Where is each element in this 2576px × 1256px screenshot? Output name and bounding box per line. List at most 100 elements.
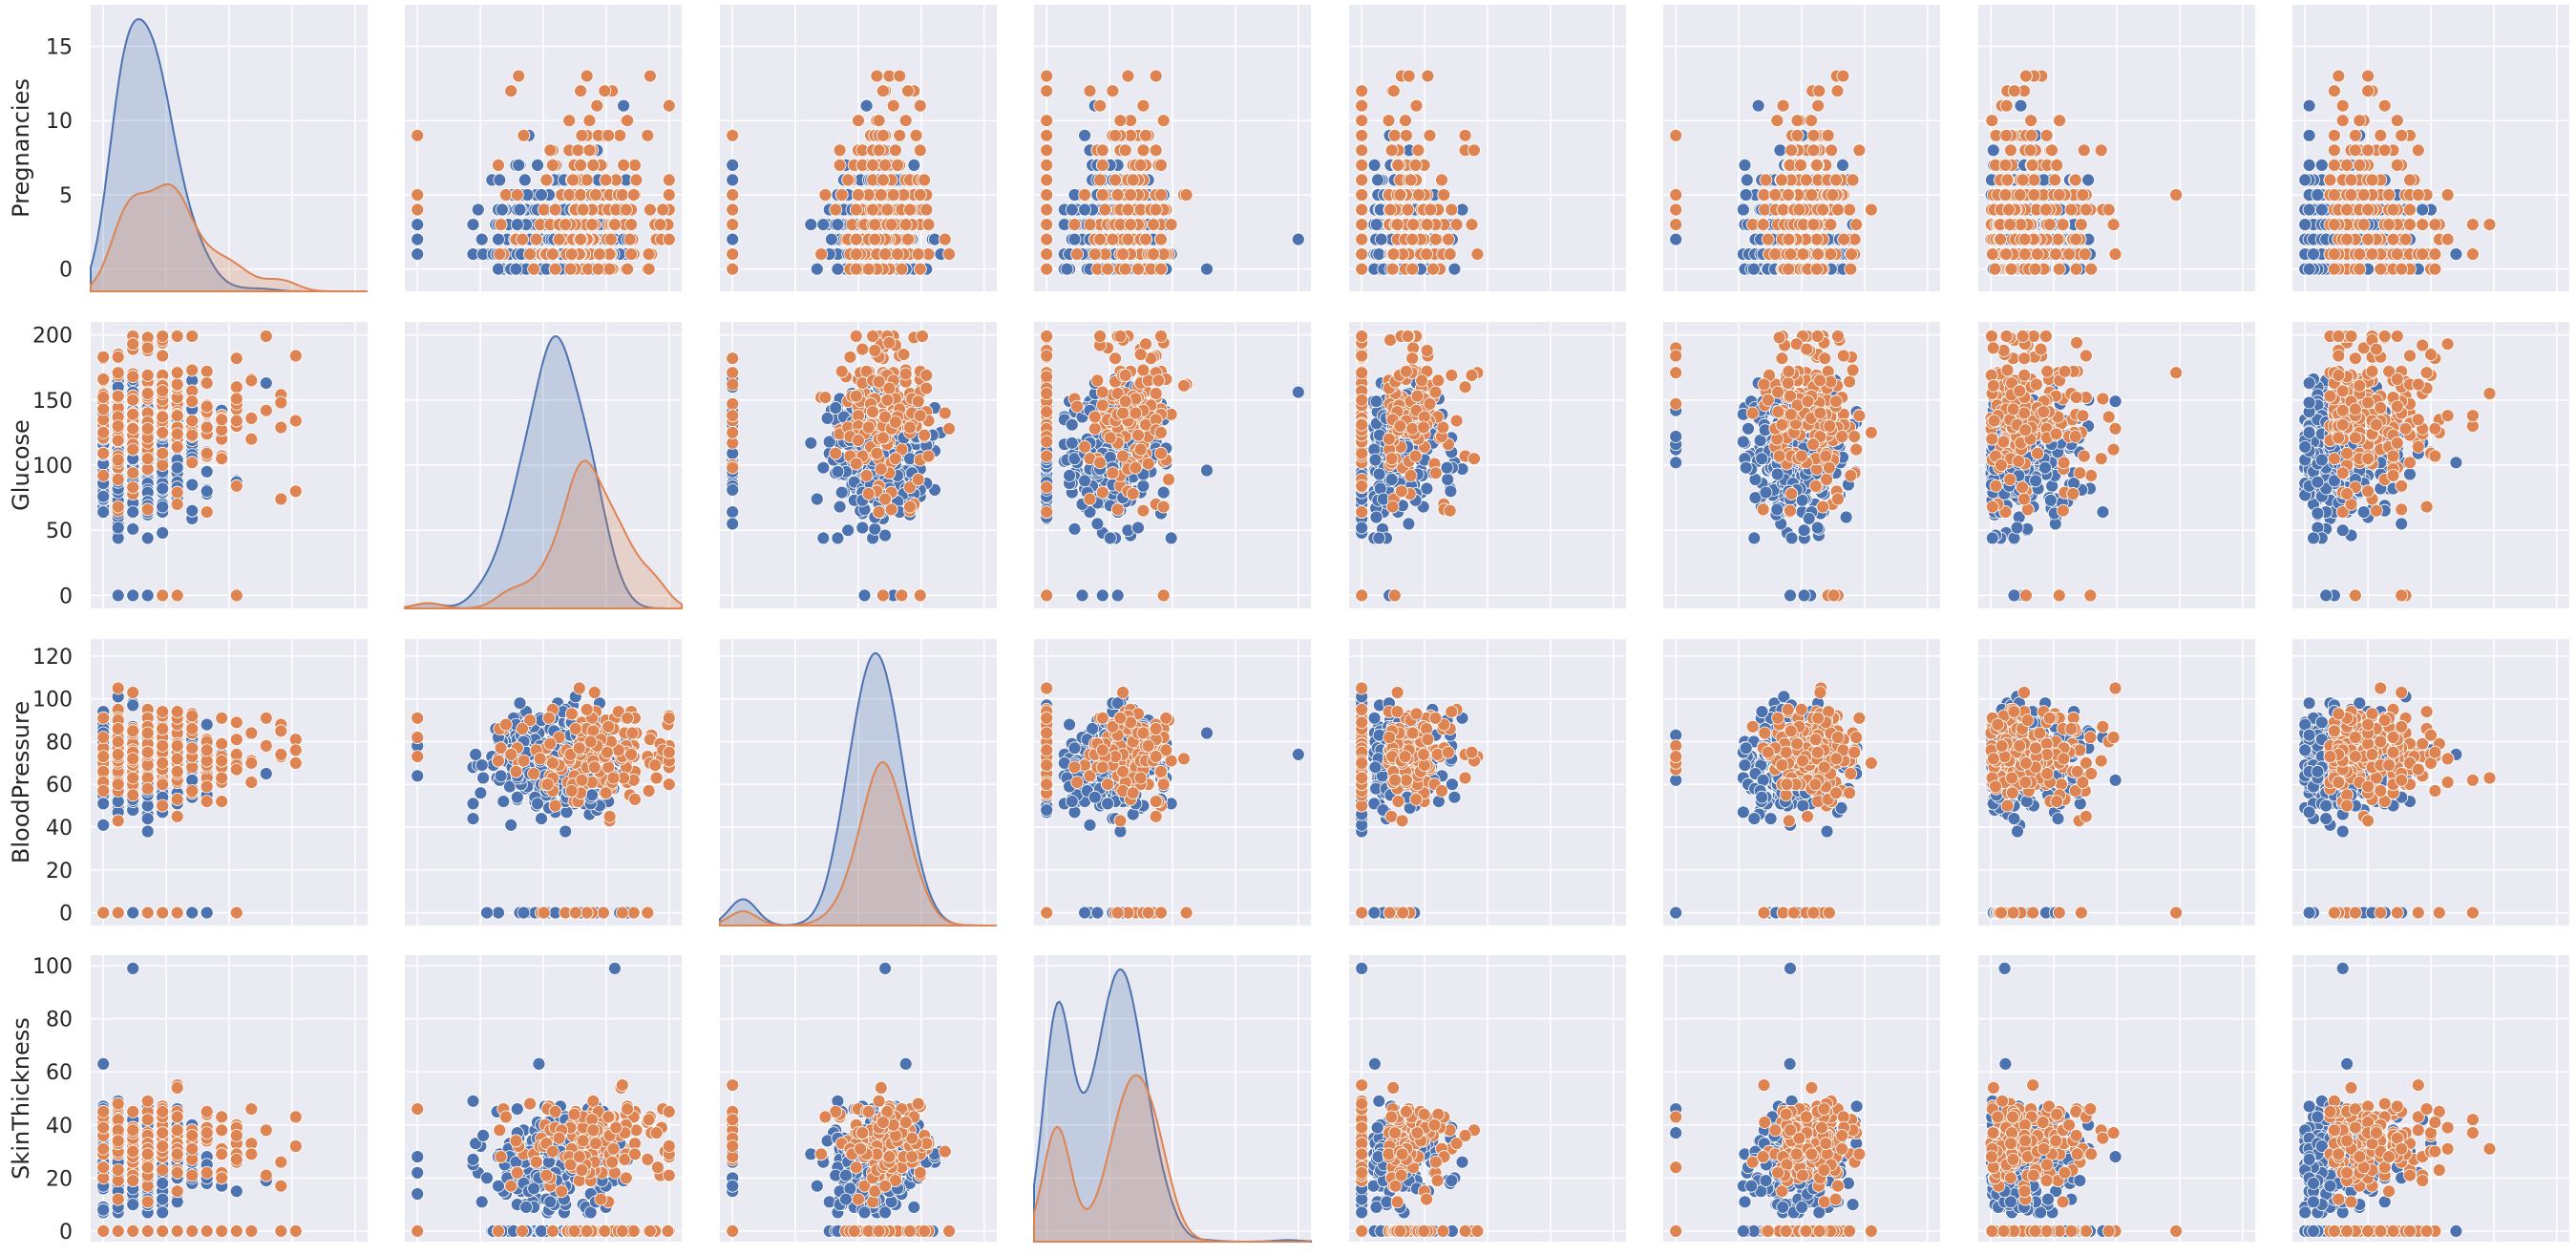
scatter-point bbox=[868, 232, 882, 246]
scatter-point bbox=[1669, 202, 1683, 217]
scatter-point bbox=[2003, 143, 2017, 158]
scatter-point bbox=[1355, 114, 1369, 128]
scatter-point bbox=[876, 84, 890, 98]
scatter-point bbox=[1806, 218, 1821, 232]
scatter-point bbox=[1095, 143, 1109, 158]
scatter-point bbox=[564, 247, 579, 262]
scatter-point bbox=[1836, 69, 1850, 83]
scatter-point bbox=[1154, 158, 1168, 172]
scatter-point bbox=[475, 232, 489, 246]
scatter-point bbox=[849, 262, 863, 276]
panel-0-5 bbox=[1663, 5, 1940, 291]
scatter-point bbox=[891, 247, 904, 262]
scatter-point bbox=[1124, 218, 1137, 232]
scatter-point bbox=[872, 143, 886, 158]
scatter-point bbox=[1040, 232, 1054, 246]
scatter-point bbox=[1149, 69, 1163, 83]
scatter-point bbox=[1784, 143, 1799, 158]
scatter-point bbox=[852, 114, 865, 128]
scatter-point bbox=[494, 218, 508, 232]
scatter-point bbox=[726, 218, 740, 232]
scatter-point bbox=[576, 202, 590, 217]
scatter-point bbox=[1408, 158, 1423, 172]
scatter-point bbox=[1393, 188, 1407, 202]
scatter-point bbox=[2048, 173, 2062, 187]
scatter-point bbox=[1805, 188, 1819, 202]
scatter-point bbox=[1124, 188, 1137, 202]
scatter-point bbox=[1810, 158, 1824, 172]
scatter-point bbox=[1355, 188, 1369, 202]
scatter-point bbox=[509, 262, 523, 276]
scatter-point bbox=[2077, 143, 2091, 158]
scatter-point bbox=[1994, 232, 2008, 246]
scatter-point bbox=[535, 188, 548, 202]
scatter-point bbox=[539, 173, 554, 187]
scatter-point bbox=[642, 247, 656, 262]
scatter-point bbox=[726, 247, 740, 262]
scatter-point bbox=[886, 188, 900, 202]
scatter-point bbox=[1421, 69, 1435, 83]
scatter-point bbox=[893, 69, 907, 83]
scatter-point bbox=[1136, 143, 1151, 158]
scatter-point bbox=[1824, 218, 1838, 232]
scatter-point bbox=[829, 202, 843, 217]
scatter-point bbox=[529, 232, 543, 246]
scatter-point bbox=[1399, 114, 1412, 128]
scatter-point bbox=[1747, 262, 1761, 276]
scatter-point bbox=[1865, 202, 1878, 217]
scatter-point bbox=[907, 158, 921, 172]
scatter-point bbox=[1411, 143, 1425, 158]
scatter-point bbox=[1986, 143, 2000, 158]
scatter-point bbox=[1811, 98, 1825, 113]
scatter-point bbox=[510, 218, 524, 232]
scatter-point bbox=[1156, 114, 1171, 128]
scatter-point bbox=[593, 247, 606, 262]
scatter-point bbox=[626, 188, 641, 202]
scatter-point bbox=[598, 84, 612, 98]
scatter-point bbox=[496, 202, 509, 217]
scatter-point bbox=[1669, 232, 1683, 246]
scatter-point bbox=[1985, 114, 1999, 128]
scatter-point bbox=[1040, 69, 1054, 83]
scatter-point bbox=[575, 128, 589, 142]
scatter-point bbox=[2030, 247, 2044, 262]
scatter-point bbox=[2079, 202, 2093, 217]
scatter-point bbox=[466, 218, 480, 232]
scatter-point bbox=[2000, 173, 2015, 187]
scatter-point bbox=[2002, 202, 2016, 217]
scatter-point bbox=[1792, 202, 1806, 217]
scatter-point bbox=[726, 188, 740, 202]
scatter-point bbox=[1149, 202, 1163, 217]
scatter-point bbox=[1083, 218, 1097, 232]
scatter-point bbox=[1121, 69, 1135, 83]
scatter-point bbox=[653, 218, 667, 232]
scatter-point bbox=[1761, 232, 1775, 246]
scatter-point bbox=[901, 84, 915, 98]
scatter-point bbox=[2074, 218, 2088, 232]
scatter-point bbox=[411, 128, 425, 142]
scatter-point bbox=[1796, 247, 1810, 262]
scatter-point bbox=[562, 188, 577, 202]
scatter-point bbox=[938, 232, 952, 246]
scatter-point bbox=[831, 218, 845, 232]
scatter-point bbox=[1040, 262, 1054, 276]
scatter-point bbox=[1121, 202, 1135, 217]
scatter-point bbox=[1391, 158, 1405, 172]
scatter-point bbox=[2076, 188, 2090, 202]
scatter-point bbox=[586, 158, 601, 172]
scatter-point bbox=[1751, 98, 1765, 113]
scatter-point bbox=[849, 247, 863, 262]
scatter-point bbox=[1136, 98, 1151, 113]
scatter-point bbox=[1985, 247, 1999, 262]
scatter-point bbox=[516, 232, 529, 246]
scatter-point bbox=[492, 158, 505, 172]
scatter-point bbox=[1445, 202, 1459, 217]
scatter-point bbox=[1988, 262, 2002, 276]
scatter-point bbox=[1383, 202, 1397, 217]
scatter-point bbox=[543, 143, 558, 158]
scatter-point bbox=[1402, 69, 1416, 83]
scatter-point bbox=[1095, 158, 1109, 172]
scatter-point bbox=[517, 128, 531, 142]
scatter-point bbox=[1442, 232, 1455, 246]
scatter-point bbox=[2068, 173, 2082, 187]
